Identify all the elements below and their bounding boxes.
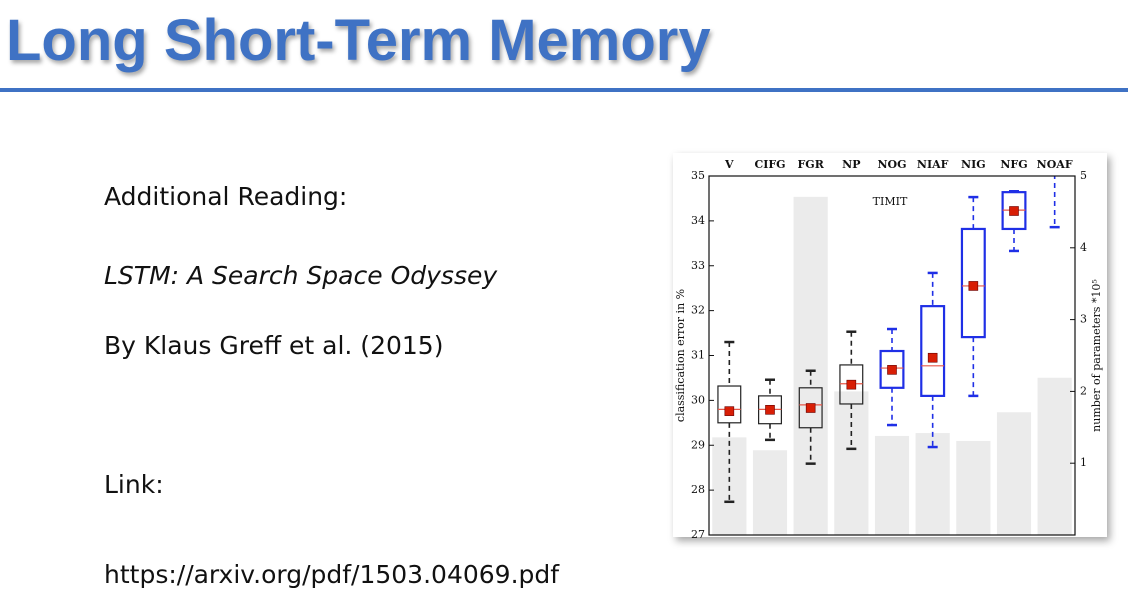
y-tick-label: 34	[691, 214, 705, 227]
slide-title: Long Short-Term Memory	[6, 8, 711, 73]
box	[717, 385, 742, 424]
y2-tick-label: 3	[1080, 313, 1087, 326]
annotation: TIMIT	[873, 195, 908, 208]
category-label: NP	[842, 158, 860, 171]
mean-marker	[724, 406, 735, 416]
y2-tick-label: 2	[1080, 384, 1087, 397]
y-tick-label: 27	[691, 528, 705, 541]
param-bar	[996, 412, 1032, 535]
paper-title: LSTM: A Search Space Odyssey	[104, 261, 498, 290]
category-label: NIG	[961, 158, 986, 171]
link-url: https://arxiv.org/pdf/1503.04069.pdf	[104, 560, 560, 589]
param-bar	[874, 435, 910, 535]
y2-tick-label: 1	[1080, 456, 1087, 469]
param-bar	[834, 391, 869, 535]
y2-tick-label: 4	[1080, 241, 1087, 254]
y-tick-label: 30	[691, 393, 705, 406]
category-label: CIFG	[754, 158, 785, 171]
param-bar	[1037, 377, 1072, 535]
plot-area	[712, 176, 1072, 535]
box	[920, 305, 946, 397]
y-tick-label: 28	[691, 483, 705, 496]
y-tick-label: 35	[691, 169, 705, 182]
y-tick-label: 31	[691, 349, 705, 362]
param-bar	[956, 440, 991, 535]
y2-tick-label: 5	[1080, 169, 1087, 182]
reading-heading: Additional Reading:	[104, 182, 347, 211]
mean-marker	[927, 352, 938, 363]
mean-marker	[887, 365, 897, 375]
category-label: NOAF	[1037, 158, 1073, 171]
category-label: NFG	[1000, 158, 1027, 171]
y-axis-label: classification error in %	[674, 289, 687, 422]
paper-authors: By Klaus Greff et al. (2015)	[104, 331, 443, 360]
param-bar	[793, 196, 828, 535]
param-bar	[915, 433, 950, 535]
category-label: V	[724, 158, 734, 171]
y-tick-label: 33	[691, 259, 705, 272]
category-label: NOG	[877, 158, 906, 171]
mean-marker	[765, 404, 775, 415]
box	[879, 349, 905, 389]
box	[960, 227, 986, 339]
mean-marker	[1009, 206, 1019, 216]
y2-axis-label: number of parameters *10⁵	[1090, 279, 1103, 432]
category-label: NIAF	[917, 158, 949, 171]
box	[839, 364, 864, 405]
box	[798, 387, 823, 429]
param-bar	[752, 450, 788, 535]
mean-marker	[805, 403, 816, 413]
y-tick-label: 32	[691, 304, 705, 317]
title-rule	[0, 88, 1128, 92]
mean-marker	[968, 281, 979, 291]
link-heading: Link:	[104, 470, 164, 499]
y-tick-label: 29	[691, 438, 705, 451]
mean-marker	[846, 379, 857, 390]
category-label: FGR	[797, 158, 824, 171]
